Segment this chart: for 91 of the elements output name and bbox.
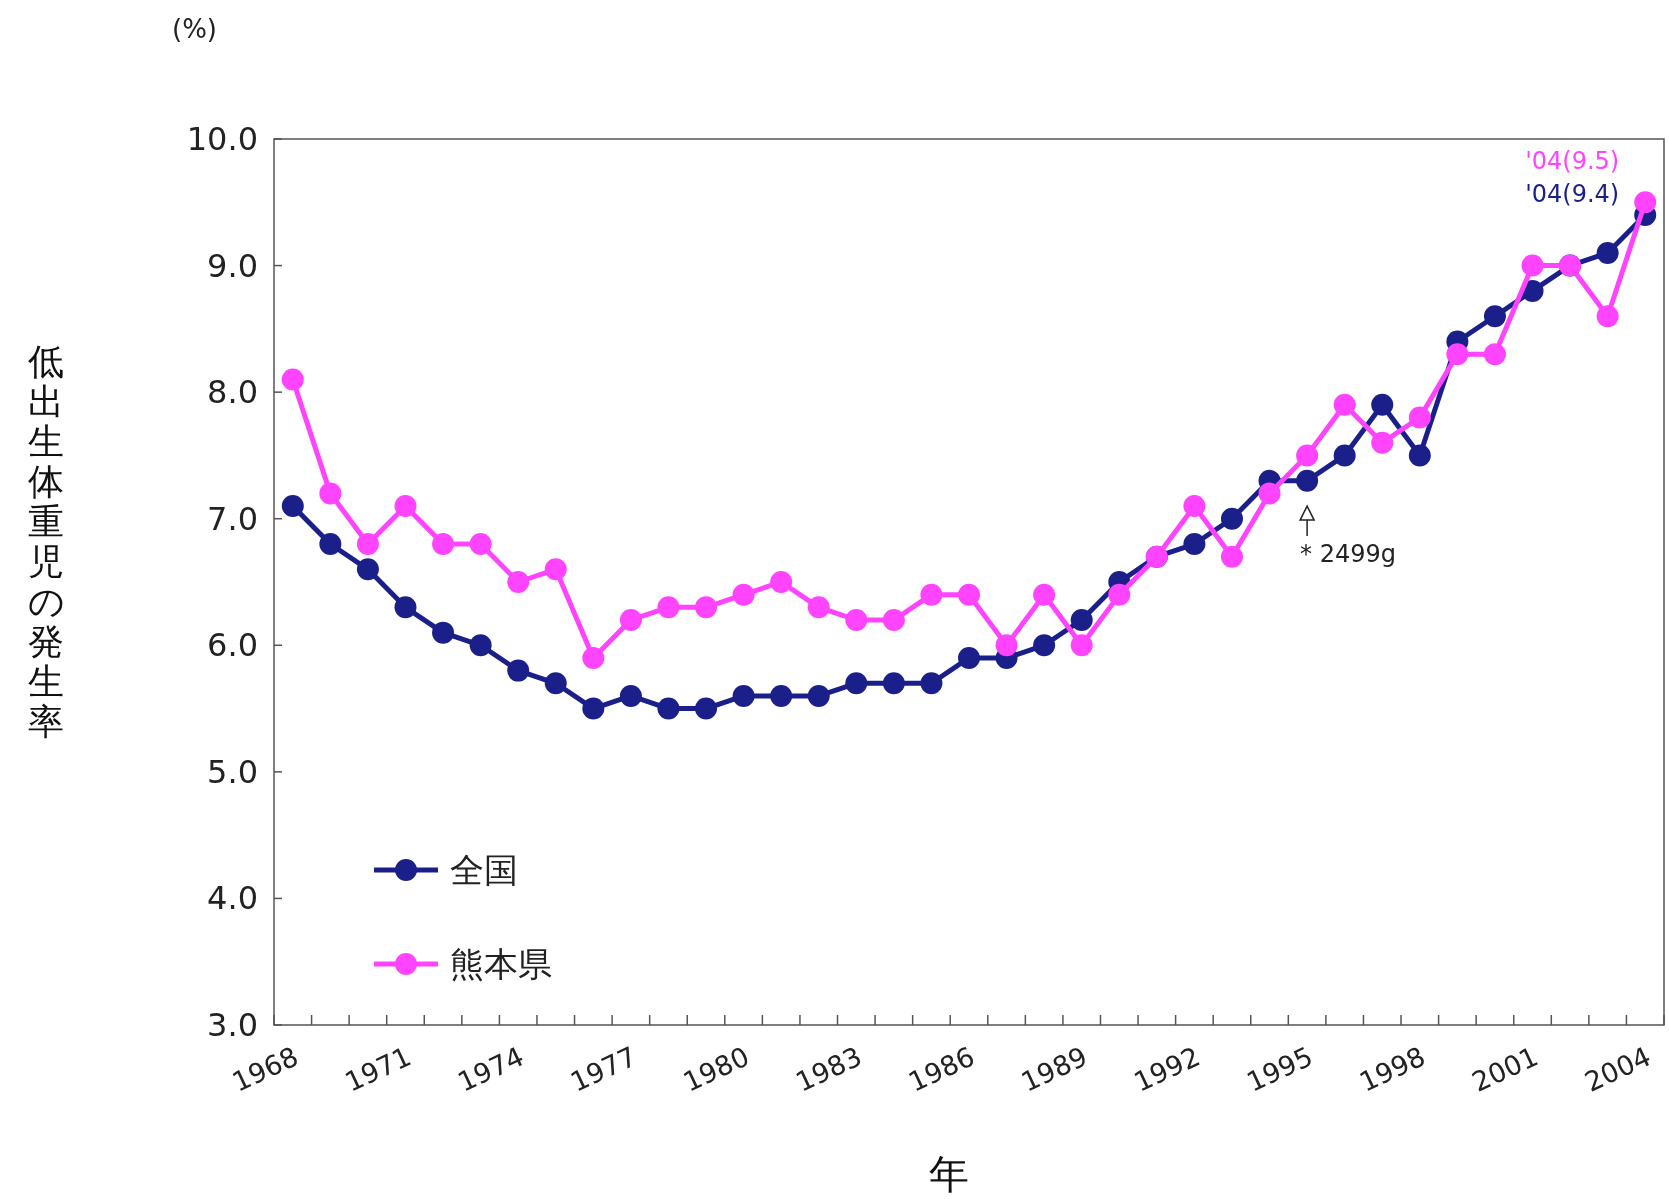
point [544, 672, 567, 695]
point [1596, 241, 1619, 264]
x-tick-label: 1977 [565, 1040, 642, 1098]
point [807, 596, 830, 619]
y-tick-label: 6.0 [207, 626, 258, 665]
legend-label: 熊本県 [450, 944, 552, 984]
x-tick-label: 1971 [340, 1040, 416, 1098]
point [432, 533, 455, 556]
point [770, 571, 793, 593]
point [882, 672, 905, 695]
text: 低出生体重児の発生率 [27, 341, 65, 742]
point [882, 608, 905, 631]
y-tick-label: 8.0 [207, 373, 258, 412]
point [319, 482, 342, 505]
point [1521, 254, 1544, 277]
point [845, 608, 868, 631]
point [732, 583, 755, 606]
point [469, 533, 492, 556]
point [1446, 343, 1469, 366]
point [1408, 406, 1431, 429]
point [619, 684, 642, 707]
point [1258, 482, 1281, 505]
point [695, 697, 718, 720]
x-tick-label: 1974 [452, 1040, 529, 1098]
x-tick-label: 1986 [903, 1040, 980, 1098]
annotation: '04(9.4) [1525, 180, 1620, 208]
x-tick-label: 1989 [1016, 1040, 1092, 1098]
point [920, 672, 943, 695]
x-tick-label: 1995 [1241, 1040, 1318, 1098]
point [469, 634, 492, 657]
point [1108, 583, 1131, 606]
point [1183, 533, 1206, 556]
point [657, 697, 680, 720]
y-tick-label: 7.0 [207, 499, 258, 538]
point [657, 596, 680, 619]
point [958, 646, 980, 669]
point [1596, 305, 1619, 328]
point [1296, 444, 1319, 467]
y-tick-label: 10.0 [186, 120, 258, 158]
point [995, 634, 1018, 657]
point [1371, 393, 1394, 416]
point [732, 684, 755, 707]
point [1183, 495, 1206, 518]
text: (%) [172, 14, 217, 44]
x-tick-label: 1992 [1129, 1040, 1205, 1098]
point [394, 596, 417, 619]
x-tick-label: 1998 [1354, 1040, 1430, 1098]
point [1220, 545, 1243, 568]
point [319, 533, 342, 556]
x-tick-label: 1980 [678, 1040, 754, 1098]
point [695, 596, 718, 619]
y-tick-label: 9.0 [207, 246, 258, 285]
point [770, 684, 793, 707]
y-tick-label: 4.0 [207, 879, 258, 918]
point [1033, 634, 1056, 657]
x-tick-label: 2004 [1579, 1040, 1656, 1098]
point [1371, 431, 1394, 454]
point [544, 558, 567, 581]
y-tick-label: 5.0 [207, 752, 258, 791]
point [1333, 393, 1356, 416]
point [281, 368, 304, 391]
legend-label: 全国 [450, 850, 518, 890]
point [1070, 608, 1093, 631]
point [1333, 444, 1356, 467]
x-tick-label: 1983 [791, 1040, 867, 1098]
point [582, 646, 605, 669]
point [507, 659, 530, 682]
point [807, 684, 830, 707]
point [920, 583, 943, 606]
point [432, 621, 455, 644]
point [394, 495, 417, 518]
point [1033, 583, 1056, 606]
point [619, 608, 642, 631]
point [1408, 444, 1431, 467]
point [356, 533, 379, 556]
point [1483, 343, 1506, 366]
point [281, 495, 304, 518]
point [1296, 469, 1319, 492]
x-tick-label: 2001 [1467, 1040, 1543, 1098]
x-axis-title: 年 [929, 1151, 969, 1197]
point [1220, 507, 1243, 530]
point [1483, 305, 1506, 328]
annotation: '04(9.5) [1525, 147, 1620, 175]
point [582, 697, 605, 720]
point [1070, 634, 1093, 657]
annotation: * 2499g [1300, 540, 1397, 569]
point [356, 558, 379, 581]
point [958, 583, 980, 606]
point [507, 571, 530, 593]
point [1634, 191, 1657, 214]
point [845, 672, 868, 695]
